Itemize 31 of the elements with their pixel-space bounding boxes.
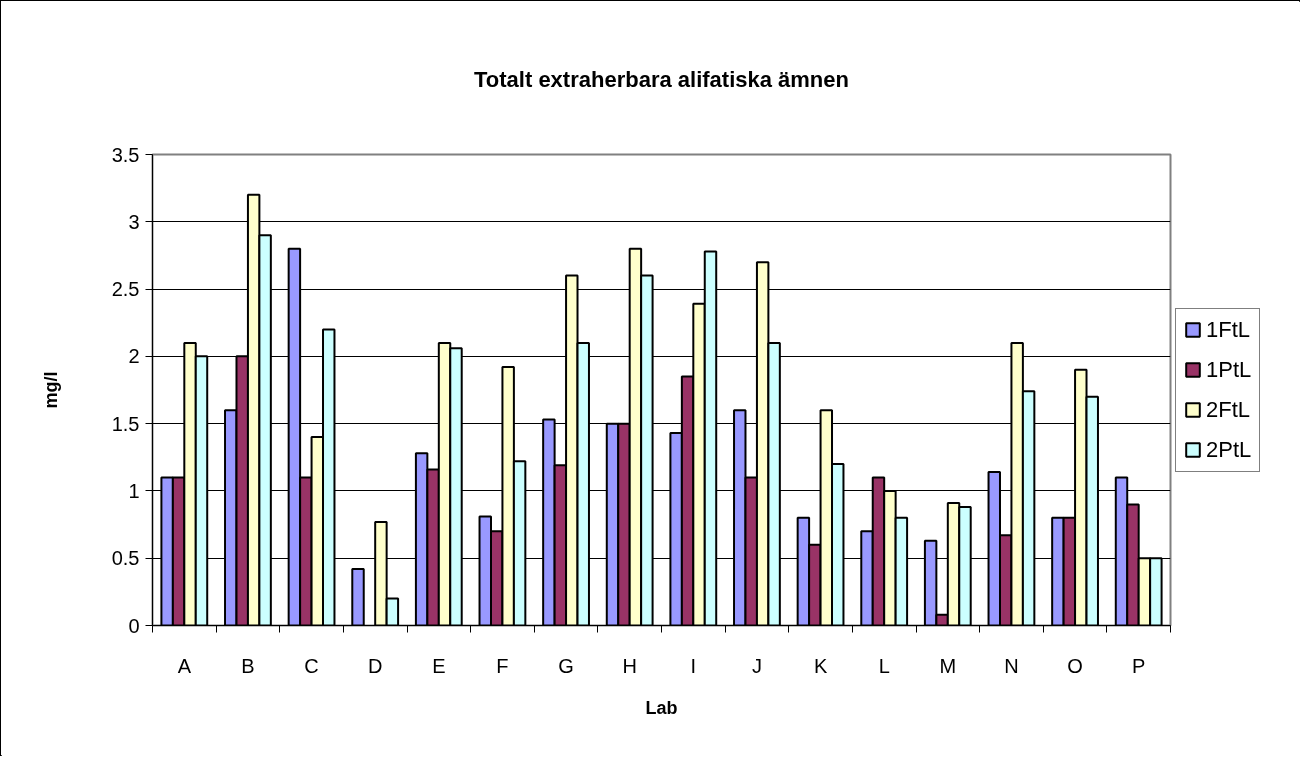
y-tick-label: 1: [128, 479, 140, 502]
legend-label: 1FtL: [1206, 316, 1251, 343]
x-tick-label: L: [878, 654, 890, 677]
x-tick-label: M: [939, 654, 957, 677]
y-tick-label: 0: [128, 614, 140, 637]
x-tick-label: P: [1132, 654, 1146, 677]
y-axis-title: mg/l: [40, 371, 61, 409]
x-tick-label: K: [813, 654, 828, 677]
x-axis-title: Lab: [645, 697, 678, 718]
x-tick-label: B: [241, 654, 255, 677]
x-tick-label: F: [496, 654, 509, 677]
x-tick-label: O: [1067, 654, 1083, 677]
x-tick-label: N: [1004, 654, 1019, 677]
y-tick-label: 3.5: [111, 143, 140, 166]
y-tick-label: 2: [128, 345, 140, 368]
y-tick-label: 3: [128, 210, 140, 233]
legend-label: 2FtL: [1206, 396, 1251, 423]
legend-label: 2PtL: [1206, 436, 1252, 463]
x-tick-label: I: [690, 654, 697, 677]
x-tick-label: J: [751, 654, 762, 677]
x-tick-label: H: [622, 654, 637, 677]
x-tick-label: E: [432, 654, 446, 677]
y-tick-label: 2.5: [111, 278, 140, 301]
y-tick-label: 0.5: [111, 547, 140, 570]
chart-title: Totalt extraherbara alifatiska ämnen: [474, 66, 849, 92]
x-tick-label: A: [177, 654, 192, 677]
legend-label: 1PtL: [1206, 356, 1252, 383]
x-tick-label: C: [304, 654, 319, 677]
x-tick-label: G: [558, 654, 574, 677]
y-tick-label: 1.5: [111, 412, 140, 435]
x-tick-label: D: [367, 654, 383, 677]
